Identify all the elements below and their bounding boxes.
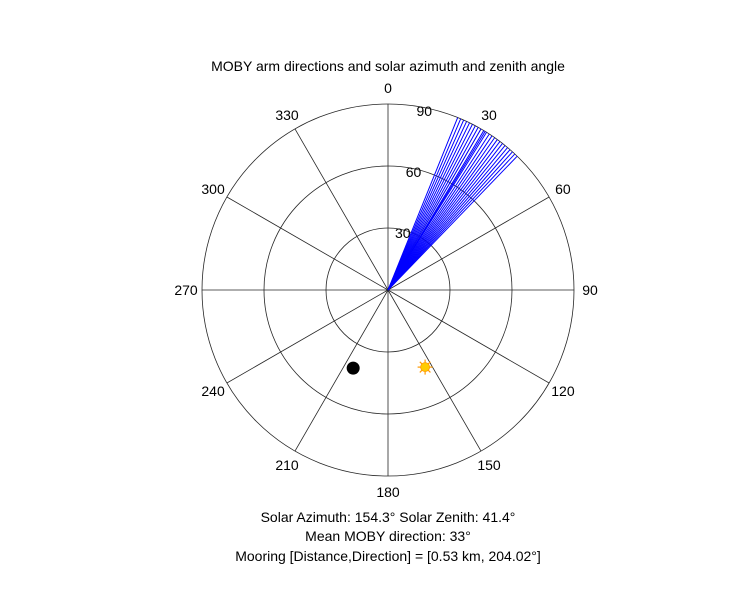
arm-direction-line-23 xyxy=(387,153,516,291)
theta-tick-label-90: 90 xyxy=(582,282,598,298)
arm-direction-line-9 xyxy=(387,128,482,291)
moby-arm-direction-lines xyxy=(387,117,518,291)
arm-direction-line-16 xyxy=(387,139,498,291)
r-tick-label-60: 60 xyxy=(406,164,422,180)
theta-tick-label-0: 0 xyxy=(384,80,392,96)
arm-direction-line-20 xyxy=(387,147,508,291)
grid-spoke-330 xyxy=(294,128,389,291)
arm-direction-line-19 xyxy=(387,145,506,291)
arm-direction-line-5 xyxy=(387,122,470,291)
arm-direction-line-21 xyxy=(387,149,511,291)
arm-direction-line-12 xyxy=(387,131,487,291)
theta-tick-label-330: 330 xyxy=(275,107,299,123)
r-tick-label-30: 30 xyxy=(395,225,411,241)
arm-direction-line-1 xyxy=(387,117,459,291)
arm-direction-line-3 xyxy=(387,119,465,291)
grid-spoke-240 xyxy=(226,289,389,384)
markers xyxy=(346,359,433,375)
grid-spoke-150 xyxy=(387,289,482,452)
mean-direction-caption: Mean MOBY direction: 33° xyxy=(305,528,471,544)
arm-direction-line-13 xyxy=(387,133,490,291)
arm-direction-line-24 xyxy=(387,155,518,291)
theta-tick-label-60: 60 xyxy=(555,181,571,197)
r-tick-labels: 30 60 90 xyxy=(395,103,432,241)
grid-spoke-210 xyxy=(294,289,389,452)
theta-tick-label-180: 180 xyxy=(376,484,400,500)
arm-direction-line-6 xyxy=(387,124,473,291)
arm-direction-line-17 xyxy=(387,141,501,291)
mooring-marker xyxy=(346,361,360,375)
arm-direction-line-14 xyxy=(387,135,493,291)
r-tick-label-90: 90 xyxy=(417,103,433,119)
theta-tick-label-300: 300 xyxy=(201,181,225,197)
arm-direction-line-7 xyxy=(387,125,476,291)
arm-direction-line-8 xyxy=(387,127,479,291)
theta-tick-label-120: 120 xyxy=(551,383,575,399)
grid-spoke-60 xyxy=(387,196,550,291)
arm-direction-line-2 xyxy=(387,118,462,291)
arm-direction-line-18 xyxy=(387,143,503,291)
sun-disc xyxy=(420,362,431,372)
arm-direction-line-15 xyxy=(387,137,496,291)
theta-tick-label-210: 210 xyxy=(275,457,299,473)
theta-tick-label-270: 270 xyxy=(174,282,198,298)
theta-tick-label-150: 150 xyxy=(477,457,501,473)
arm-direction-line-4 xyxy=(387,121,468,291)
solar-angles-caption: Solar Azimuth: 154.3° Solar Zenith: 41.4… xyxy=(261,509,516,525)
grid-spoke-120 xyxy=(387,289,550,384)
grid-spoke-300 xyxy=(226,196,389,291)
chart-title: MOBY arm directions and solar azimuth an… xyxy=(211,58,565,74)
theta-tick-label-240: 240 xyxy=(201,383,225,399)
arm-direction-line-22 xyxy=(387,151,513,291)
sun-marker xyxy=(417,359,433,375)
mooring-caption: Mooring [Distance,Direction] = [0.53 km,… xyxy=(235,548,541,564)
theta-tick-label-30: 30 xyxy=(481,107,497,123)
theta-tick-labels: 0 30 60 90 120 150 180 210 240 270 300 330 xyxy=(174,80,598,500)
